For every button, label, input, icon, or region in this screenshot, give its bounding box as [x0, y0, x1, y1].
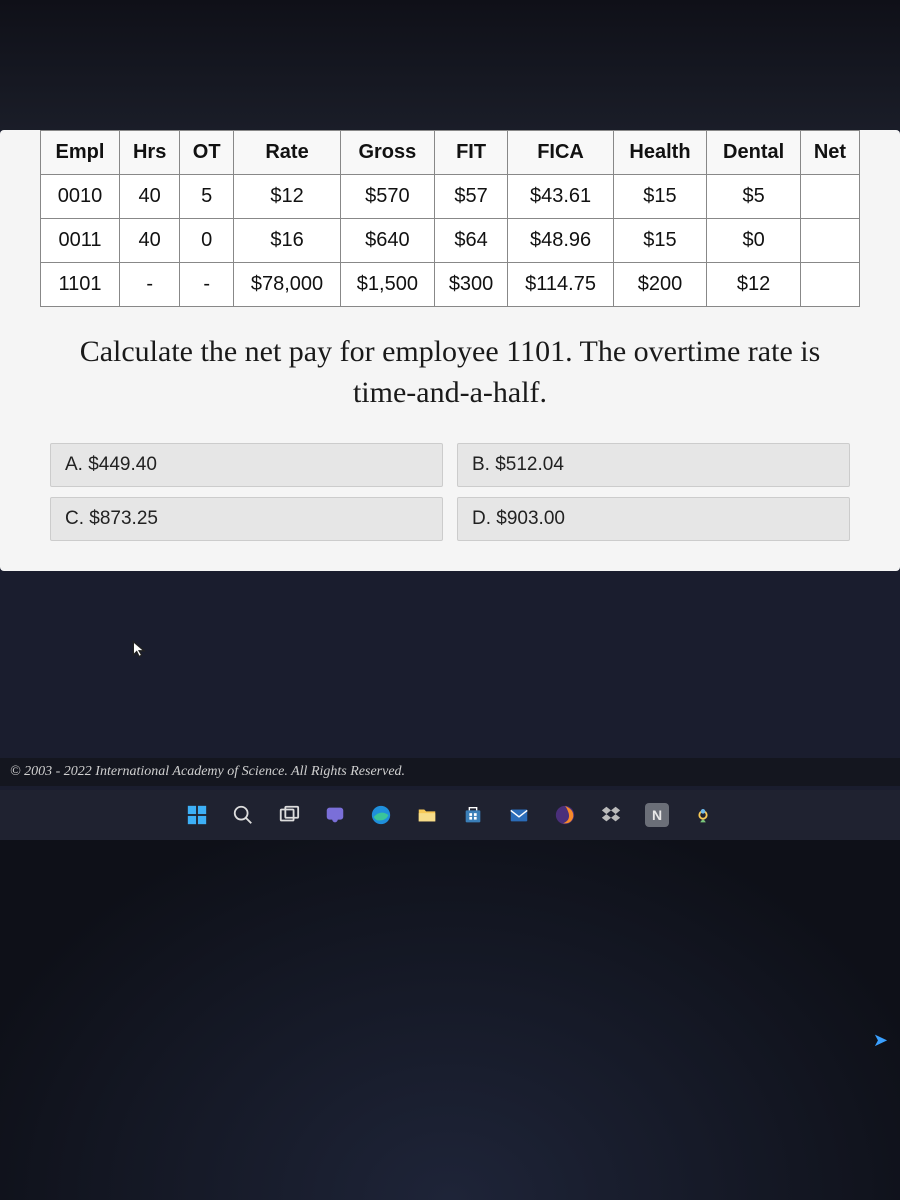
top-dark-area — [0, 0, 900, 130]
windows-taskbar: N — [0, 790, 900, 840]
quiz-card: Empl Hrs OT Rate Gross FIT FICA Health D… — [0, 130, 900, 571]
settings-icon[interactable] — [689, 801, 717, 829]
col-fica: FICA — [508, 131, 613, 175]
cell: $570 — [341, 175, 435, 219]
col-dental: Dental — [707, 131, 801, 175]
file-explorer-icon[interactable] — [413, 801, 441, 829]
desktop-background — [0, 840, 900, 1200]
dropbox-icon[interactable] — [597, 801, 625, 829]
col-health: Health — [613, 131, 707, 175]
col-gross: Gross — [341, 131, 435, 175]
cursor-icon — [130, 640, 150, 666]
cell: $15 — [613, 175, 707, 219]
cell — [800, 263, 859, 307]
cell: $640 — [341, 219, 435, 263]
col-empl: Empl — [41, 131, 120, 175]
chat-icon[interactable] — [321, 801, 349, 829]
table-row: 0011 40 0 $16 $640 $64 $48.96 $15 $0 — [41, 219, 860, 263]
cell: 1101 — [41, 263, 120, 307]
firefox-icon[interactable] — [551, 801, 579, 829]
answer-grid: A. $449.40 B. $512.04 C. $873.25 D. $903… — [0, 443, 900, 571]
cell: 0010 — [41, 175, 120, 219]
cell: 40 — [119, 219, 179, 263]
col-fit: FIT — [434, 131, 508, 175]
cell: $200 — [613, 263, 707, 307]
col-ot: OT — [180, 131, 234, 175]
cell: $15 — [613, 219, 707, 263]
cell: $43.61 — [508, 175, 613, 219]
mail-icon[interactable] — [505, 801, 533, 829]
cell — [800, 175, 859, 219]
answer-c[interactable]: C. $873.25 — [50, 497, 443, 541]
copyright-text: © 2003 - 2022 International Academy of S… — [0, 758, 900, 786]
n-app-icon[interactable]: N — [643, 801, 671, 829]
table-header-row: Empl Hrs OT Rate Gross FIT FICA Health D… — [41, 131, 860, 175]
cell: $300 — [434, 263, 508, 307]
task-view-icon[interactable] — [275, 801, 303, 829]
cell: - — [119, 263, 179, 307]
table-row: 0010 40 5 $12 $570 $57 $43.61 $15 $5 — [41, 175, 860, 219]
cell: $57 — [434, 175, 508, 219]
cell — [800, 219, 859, 263]
table-row: 1101 - - $78,000 $1,500 $300 $114.75 $20… — [41, 263, 860, 307]
cell: $114.75 — [508, 263, 613, 307]
search-icon[interactable] — [229, 801, 257, 829]
payroll-table: Empl Hrs OT Rate Gross FIT FICA Health D… — [40, 130, 860, 307]
col-net: Net — [800, 131, 859, 175]
edge-icon[interactable] — [367, 801, 395, 829]
cell: $64 — [434, 219, 508, 263]
answer-d[interactable]: D. $903.00 — [457, 497, 850, 541]
cell: 5 — [180, 175, 234, 219]
col-rate: Rate — [234, 131, 341, 175]
cell: 40 — [119, 175, 179, 219]
cell: 0 — [180, 219, 234, 263]
corner-arrow-icon: ➤ — [873, 1030, 888, 1051]
question-text: Calculate the net pay for employee 1101.… — [0, 307, 900, 443]
cell: $12 — [707, 263, 801, 307]
answer-a[interactable]: A. $449.40 — [50, 443, 443, 487]
cell: - — [180, 263, 234, 307]
answer-b[interactable]: B. $512.04 — [457, 443, 850, 487]
cell: $1,500 — [341, 263, 435, 307]
col-hrs: Hrs — [119, 131, 179, 175]
cell: 0011 — [41, 219, 120, 263]
start-icon[interactable] — [183, 801, 211, 829]
store-icon[interactable] — [459, 801, 487, 829]
cell: $0 — [707, 219, 801, 263]
cell: $78,000 — [234, 263, 341, 307]
cell: $48.96 — [508, 219, 613, 263]
cell: $12 — [234, 175, 341, 219]
cell: $16 — [234, 219, 341, 263]
cell: $5 — [707, 175, 801, 219]
